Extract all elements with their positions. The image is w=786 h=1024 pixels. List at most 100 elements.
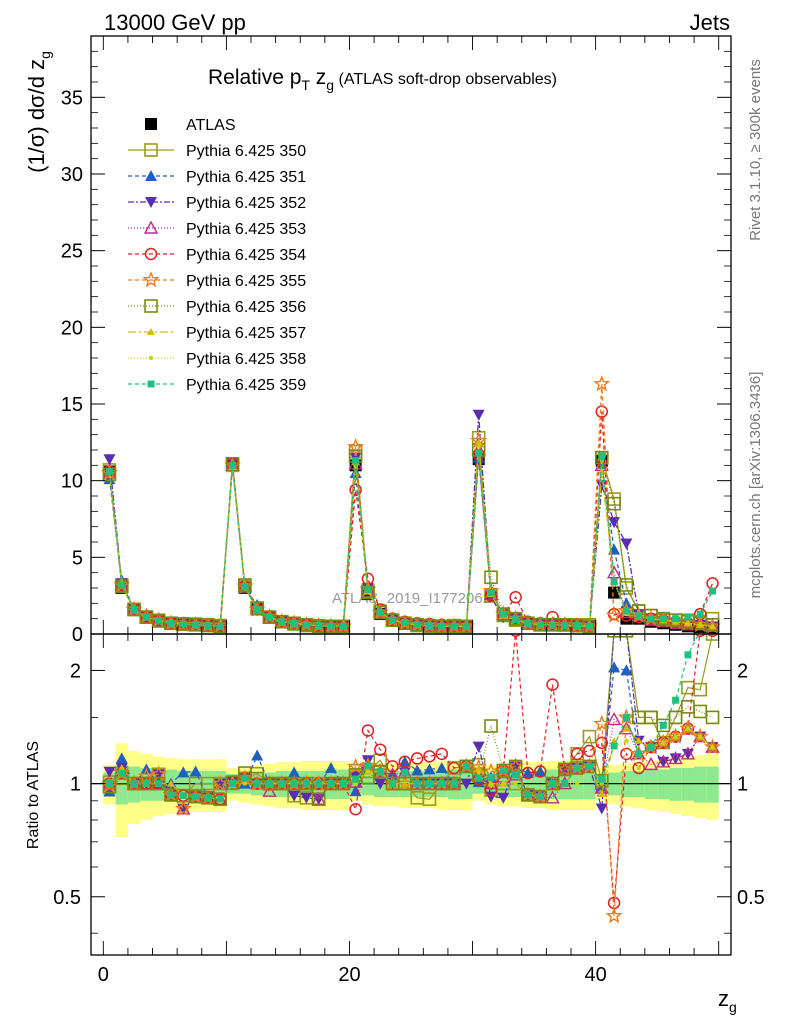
legend-entry: Pythia 6.425 359 (128, 377, 306, 394)
series-10-ratio-point (130, 780, 138, 788)
series-6-ratio-line (109, 717, 713, 917)
series-3-point (103, 454, 116, 466)
series-10-ratio-point (339, 780, 347, 788)
series-5-point (509, 590, 522, 604)
series-5-ratio-point (533, 765, 547, 778)
series-4-ratio-point (619, 721, 634, 735)
series-6-ratio-point (704, 738, 722, 755)
series-6-ratio-point (679, 719, 697, 736)
legend-label: Pythia 6.425 356 (186, 299, 306, 316)
series-10-ratio-point (241, 774, 249, 782)
series-7-ratio-point (705, 710, 720, 725)
series-9-ratio-point (661, 740, 666, 745)
band-inner-segment (681, 768, 695, 801)
series-3-ratio-point (300, 792, 313, 804)
series-8-ratio-line (109, 727, 713, 800)
series-10-point (204, 622, 212, 630)
series-5-ratio-point (386, 760, 399, 773)
series-2-ratio-point (423, 763, 436, 775)
series-10-point (302, 621, 310, 629)
band-inner-segment (694, 766, 707, 803)
series-10-point (462, 622, 470, 630)
series-10-point (450, 622, 458, 630)
series-10-point (598, 452, 606, 460)
series-2-ratio-point (189, 765, 202, 777)
series-10-point (635, 612, 643, 620)
mcplots-label: mcplots.cern.ch [arXiv:1306.3436] (747, 372, 764, 599)
series-6-ratio-point (605, 907, 623, 924)
series-10-ratio-point (278, 780, 286, 788)
legend-entry: Pythia 6.425 357 (128, 325, 306, 342)
series-10-ratio-point (536, 793, 544, 801)
series-10-point (118, 581, 126, 589)
legend-entry: Pythia 6.425 351 (128, 169, 306, 186)
series-9-point (476, 444, 481, 450)
series-10-point (475, 449, 483, 457)
series-1-ratio-point (582, 729, 597, 744)
ratio-panel: 0 20 40 0.5 0.5 1 1 2 2 (53, 633, 765, 986)
series-10-point (709, 587, 717, 595)
legend-marker (144, 143, 158, 157)
series-9-ratio-point (673, 734, 678, 739)
legend-entry: Pythia 6.425 350 (128, 143, 306, 160)
series-9-point (710, 624, 715, 629)
series-9-ratio-point (574, 781, 580, 786)
series-7-ratio-point (607, 634, 621, 638)
series-2-ratio-point (620, 664, 633, 676)
ratio-frame (90, 633, 732, 956)
band-inner-segment (657, 769, 670, 799)
series-3-ratio-point (472, 741, 485, 753)
series-2-ratio-point (521, 767, 534, 779)
series-10-point (672, 615, 680, 623)
series-10-point (573, 622, 581, 630)
series-9-ratio-point (365, 769, 371, 774)
series-3-ratio-point (624, 634, 628, 637)
series-6-point (605, 606, 623, 623)
series-3-point (620, 538, 633, 550)
series-5-ratio-point (398, 755, 412, 769)
series-10-ratio-point (487, 773, 495, 781)
series-5-ratio-point (349, 803, 362, 816)
series-10-point (524, 619, 532, 627)
band-inner-segment (583, 769, 596, 799)
series-10-ratio-point (524, 791, 532, 799)
main-ytick-label: 25 (61, 241, 83, 263)
series-10-point (622, 607, 630, 615)
series-5-ratio-point (707, 634, 718, 638)
series-4-ratio-point (680, 746, 696, 760)
series-10-point (401, 619, 409, 626)
ratio-ytick-label: 1 (70, 774, 81, 796)
series-10-point (585, 622, 593, 630)
legend-marker (142, 271, 160, 288)
main-ytick-label: 30 (61, 164, 83, 186)
series-10 (105, 449, 717, 630)
legend-entry: Pythia 6.425 356 (128, 299, 306, 316)
legend-label: Pythia 6.425 350 (186, 143, 306, 160)
legend-marker (145, 197, 157, 208)
series-7-ratio-point (644, 710, 658, 725)
series-10-ratio-point (659, 721, 667, 729)
series-5-ratio-point (361, 724, 375, 737)
series-8-ratio-point (400, 779, 409, 787)
series-10-point (413, 621, 421, 629)
legend-marker (148, 355, 154, 361)
series-10-ratio-point (376, 768, 384, 776)
series-10-ratio-point (512, 771, 520, 779)
series-7-point (619, 578, 634, 592)
series-9-ratio-point (710, 744, 715, 750)
series-6-point (396, 614, 414, 631)
series-5-ratio-point (447, 761, 461, 775)
series-8-ratio-point (474, 764, 483, 772)
series-10-point (536, 621, 544, 629)
series-10-ratio-point (413, 780, 421, 788)
main-ytick-label: 15 (61, 394, 83, 416)
band-inner-segment (706, 766, 719, 803)
legend-label: Pythia 6.425 354 (186, 247, 306, 264)
series-6-ratio-point (556, 760, 574, 777)
legend-entry: Pythia 6.425 352 (128, 195, 306, 212)
series-2-ratio-point (325, 762, 337, 774)
legend-label: ATLAS (186, 117, 236, 134)
series-5-ratio-point (521, 766, 535, 780)
series-2-ratio-point (115, 752, 128, 764)
series-3-point (595, 480, 608, 492)
